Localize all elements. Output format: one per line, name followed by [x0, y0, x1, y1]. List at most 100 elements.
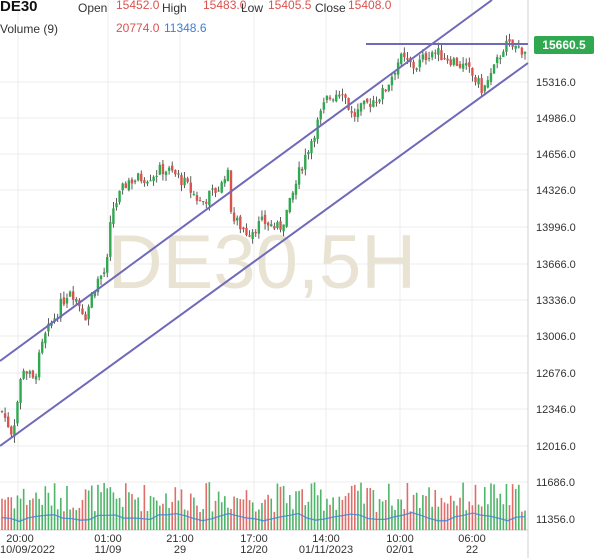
volume-bar	[90, 485, 93, 530]
y-tick-label: 15316.0	[536, 77, 576, 89]
candle-body	[251, 232, 254, 239]
volume-bar	[115, 498, 118, 530]
open-label: Open	[78, 1, 108, 15]
volume-bar	[350, 485, 353, 530]
volume-bar	[483, 487, 486, 530]
volume-bar	[285, 503, 288, 530]
candle-body	[406, 58, 409, 60]
volume-bar	[301, 489, 303, 530]
x-tick-label: 01:00	[94, 533, 122, 545]
volume-bar	[360, 482, 362, 530]
volume-bar	[502, 504, 505, 530]
candle-body	[387, 84, 391, 91]
volume-bar	[118, 497, 121, 530]
volume-bar	[326, 498, 328, 530]
volume-bar	[152, 497, 155, 530]
candle-body	[41, 341, 44, 353]
y-tick-label: 14326.0	[536, 185, 576, 197]
volume-bar	[471, 505, 474, 530]
volume-ma-line	[1, 511, 526, 523]
candle-body	[341, 94, 344, 96]
candle-body	[514, 45, 517, 49]
volume-bar	[199, 511, 201, 530]
volume-bar	[449, 495, 452, 530]
candle-body	[452, 58, 456, 65]
volume-bar	[453, 500, 455, 530]
candle-body	[266, 222, 270, 226]
candle-body	[10, 426, 13, 435]
volume-bar	[149, 495, 152, 530]
candle-body	[102, 272, 106, 274]
candle-body	[260, 216, 264, 220]
volume-bar	[159, 505, 161, 530]
volume-bar	[84, 489, 87, 530]
candle-body	[316, 119, 319, 140]
volume-bar	[332, 497, 334, 530]
x-tick-label: 02/01	[386, 544, 414, 556]
high-label: High	[162, 1, 187, 15]
volume-bar	[403, 509, 406, 530]
candle-body	[180, 175, 183, 186]
candle-body	[0, 411, 4, 413]
candle-body	[164, 171, 168, 175]
candle-body	[99, 275, 103, 280]
volume-bar	[214, 500, 217, 530]
y-tick-label: 11686.0	[536, 477, 575, 489]
candle-body	[106, 257, 109, 273]
candle-body	[183, 177, 186, 186]
candle-body	[171, 165, 174, 171]
volume-bar	[319, 489, 322, 530]
candle-body	[223, 179, 227, 184]
candle-body	[381, 88, 384, 100]
volume-bar	[29, 499, 31, 530]
candle-body	[440, 50, 443, 61]
candle-body	[455, 57, 459, 66]
volume-bar	[425, 495, 427, 530]
volume-bar	[233, 496, 235, 530]
candle-body	[325, 95, 329, 101]
candle-body	[400, 53, 403, 64]
candle-body	[331, 99, 335, 101]
candle-body	[152, 176, 155, 182]
volume-bar	[468, 501, 471, 530]
volume-bar	[112, 492, 115, 530]
candle-body	[31, 370, 35, 378]
volume-bar	[366, 488, 368, 530]
candle-body	[418, 59, 421, 68]
y-tick-label: 12346.0	[536, 404, 576, 416]
volume-bar	[462, 482, 464, 530]
candle-body	[288, 197, 292, 213]
candle-body	[378, 99, 381, 102]
x-tick-label: 20:00	[6, 533, 34, 545]
candle-body	[158, 164, 162, 175]
x-tick-label: 29	[174, 544, 186, 556]
candle-body	[310, 140, 313, 154]
volume-bar	[412, 494, 415, 530]
candle-body	[279, 221, 282, 230]
volume-bar	[490, 483, 492, 530]
candle-body	[34, 376, 38, 380]
candle-body	[495, 57, 499, 64]
volume-bar	[32, 498, 34, 530]
x-tick-label: 10:00	[386, 533, 414, 545]
candle-body	[359, 103, 363, 112]
candle-body	[276, 222, 279, 229]
candle-body	[226, 169, 230, 181]
volume-bar	[443, 502, 446, 530]
volume-bar	[202, 509, 204, 530]
y-tick-label: 13006.0	[536, 331, 576, 343]
candle-body	[468, 62, 471, 67]
volume-bar	[344, 496, 347, 530]
volume-bar	[313, 482, 316, 530]
volume-bar	[230, 508, 232, 530]
volume-bar	[4, 499, 6, 530]
candle-body	[130, 179, 134, 184]
open-value: 15452.0	[116, 0, 160, 12]
candle-body	[520, 47, 524, 55]
volume-bar	[81, 499, 84, 530]
candle-body	[205, 201, 208, 204]
candle-body	[300, 168, 304, 171]
volume-bar	[205, 483, 208, 530]
candle-body	[443, 58, 446, 60]
